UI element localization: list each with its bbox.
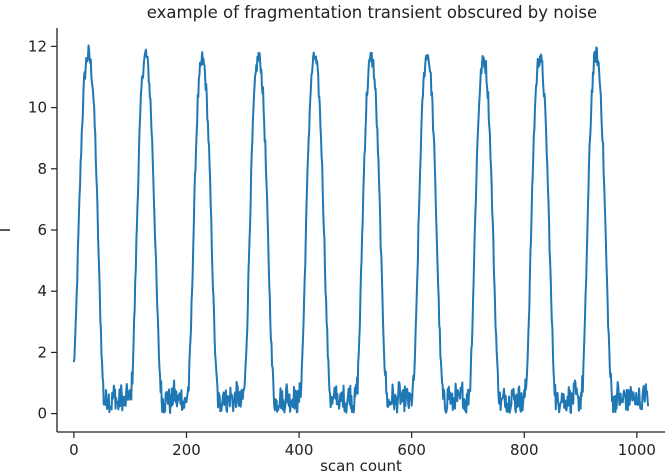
x-tick-label: 600 [397, 441, 426, 459]
y-tick-label: 4 [37, 282, 47, 300]
x-axis-ticks: 0 200 400 600 800 1000 [69, 432, 656, 459]
x-tick-label: 200 [172, 441, 201, 459]
chart-title: example of fragmentation transient obscu… [147, 3, 597, 22]
x-tick-label: 1000 [618, 441, 656, 459]
y-axis-label: I [0, 228, 14, 232]
y-tick-label: 12 [28, 37, 47, 55]
series-line [72, 44, 650, 414]
series-lines [72, 44, 650, 414]
x-tick-label: 800 [510, 441, 539, 459]
y-tick-label: 10 [28, 99, 47, 117]
x-axis-label: scan count [320, 457, 402, 473]
y-tick-label: 6 [37, 221, 47, 239]
y-tick-label: 8 [37, 160, 47, 178]
y-tick-label: 0 [37, 405, 47, 423]
x-tick-label: 0 [69, 441, 79, 459]
x-tick-label: 400 [285, 441, 314, 459]
y-tick-label: 2 [37, 343, 47, 361]
y-axis-ticks: 0 2 4 6 8 10 12 [28, 37, 57, 423]
